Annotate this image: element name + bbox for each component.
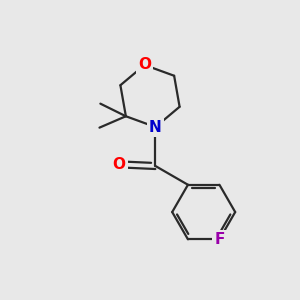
- Text: F: F: [214, 232, 225, 247]
- Text: O: O: [138, 58, 151, 73]
- Text: N: N: [149, 119, 162, 134]
- Text: O: O: [112, 157, 125, 172]
